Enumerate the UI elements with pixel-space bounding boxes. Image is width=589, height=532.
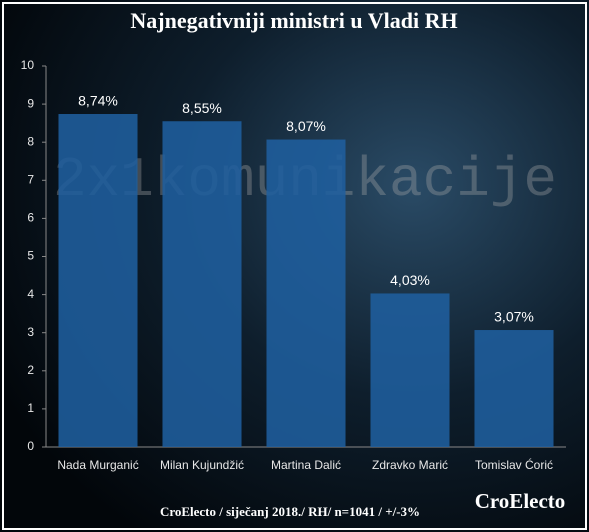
y-tick-label: 6 [27, 211, 34, 225]
bar [474, 330, 554, 447]
bar [58, 114, 138, 448]
chart-title: Najnegativniji ministri u Vladi RH [130, 8, 457, 33]
value-label: 8,74% [78, 93, 118, 109]
y-tick-label: 5 [27, 249, 34, 263]
value-label: 3,07% [494, 309, 534, 325]
bar [370, 293, 450, 447]
y-tick-label: 0 [27, 439, 34, 453]
y-tick-label: 10 [21, 58, 35, 72]
x-tick-label: Zdravko Marić [372, 458, 448, 472]
y-tick-label: 9 [27, 96, 34, 110]
brand: CroElecto [475, 489, 566, 513]
y-tick-label: 8 [27, 134, 34, 148]
x-tick-label: Milan Kujundžić [160, 458, 244, 472]
y-tick-label: 1 [27, 401, 34, 415]
x-tick-label: Martina Dalić [271, 458, 341, 472]
bar [162, 121, 242, 448]
y-tick-label: 3 [27, 325, 34, 339]
x-tick-label: Tomislav Ćorić [475, 457, 553, 472]
y-tick-label: 4 [27, 287, 34, 301]
footer: CroElecto / siječanj 2018./ RH/ n=1041 /… [160, 504, 420, 519]
value-label: 4,03% [390, 272, 430, 288]
x-tick-label: Nada Murganić [57, 458, 138, 472]
value-label: 8,55% [182, 100, 222, 116]
value-label: 8,07% [286, 118, 326, 134]
y-tick-label: 2 [27, 363, 34, 377]
bar [266, 139, 346, 447]
y-tick-label: 7 [27, 172, 34, 186]
